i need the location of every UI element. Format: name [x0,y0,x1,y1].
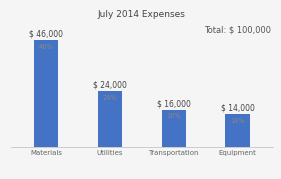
Text: Total: $ 100,000: Total: $ 100,000 [204,25,271,34]
Text: $ 16,000: $ 16,000 [157,99,191,108]
Text: $ 24,000: $ 24,000 [93,81,127,90]
Text: 46%: 46% [39,43,54,50]
Bar [162,110,186,147]
Bar [225,114,250,147]
Text: $ 14,000: $ 14,000 [221,104,255,113]
Text: 16%: 16% [166,113,181,119]
Text: $ 46,000: $ 46,000 [29,30,63,39]
Text: 24%: 24% [103,95,117,101]
Bar [34,40,58,147]
Text: 14%: 14% [230,118,245,124]
Title: July 2014 Expenses: July 2014 Expenses [98,10,186,19]
Bar [98,91,122,147]
